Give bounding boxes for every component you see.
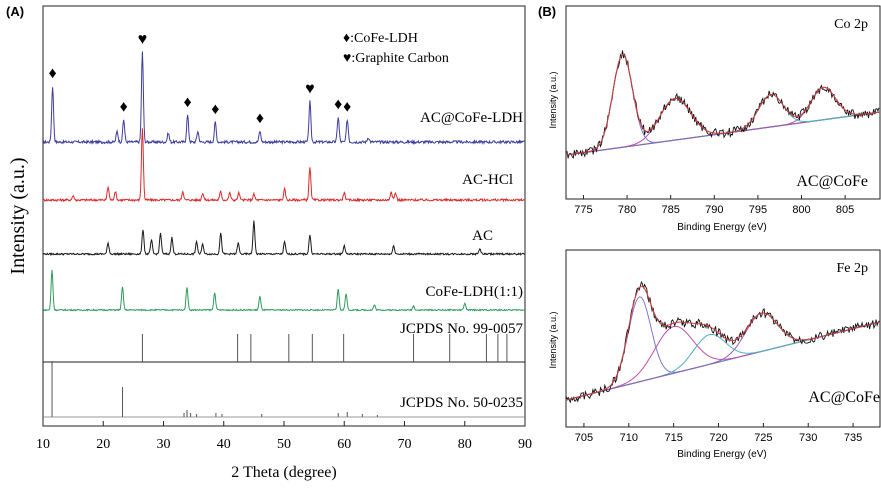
xps-raw-0: [565, 50, 880, 159]
fe-2p-sample-label: AC@CoFe: [808, 389, 880, 406]
co-2p-sample-label: AC@CoFe: [796, 173, 868, 190]
diamond-marker-icon-3: ♦: [184, 94, 192, 111]
x-tick-label-20: 20: [96, 437, 110, 452]
fe-2p-frame: [565, 249, 881, 428]
x-tick-label-90: 90: [518, 437, 532, 452]
legend-entry-cofe-ldh: ♦:CoFe-LDH: [343, 31, 418, 46]
diamond-marker-icon: ♦: [343, 31, 350, 46]
xps-component-0-0: [565, 54, 879, 156]
x-tick-label-80: 80: [458, 437, 472, 452]
panel-b: (B) 775 780 785 790 795 800 805 Co 2p AC@CoFe …: [538, 4, 881, 460]
xps-tick-label-0-785: 785: [661, 204, 679, 216]
legend-entry-graphite-carbon: ♥:Graphite Carbon: [343, 51, 449, 66]
reference-label-99-0057: JCPDS No. 99-0057: [400, 321, 523, 337]
xps-tick-label-1-705: 705: [575, 432, 593, 444]
panel-a-references: [43, 334, 525, 418]
fe-2p-y-axis-label: Intensity (a.u.): [548, 311, 558, 368]
diamond-marker-icon-0: ♦: [49, 65, 57, 82]
panel-a-markers: ♦♦♥♦ ♦♦♥♦ ♦: [49, 31, 352, 127]
diamond-marker-icon-4: ♦: [211, 101, 219, 118]
xps-component-0-3: [565, 86, 879, 156]
xps-tick-label-1-735: 735: [844, 432, 862, 444]
x-tick-label-50: 50: [277, 437, 291, 452]
series-label-cofe-ldh: CoFe-LDH(1:1): [426, 284, 524, 300]
legend-text-graphite-carbon: :Graphite Carbon: [351, 51, 449, 66]
xps-tick-label-0-790: 790: [705, 204, 723, 216]
diamond-marker-icon-7: ♦: [334, 96, 342, 113]
xps-tick-label-1-730: 730: [799, 432, 817, 444]
series-label-ac-cofe-ldh: AC@CoFe-LDH: [420, 110, 523, 126]
x-tick-label-30: 30: [157, 437, 171, 452]
co-2p-x-axis-label: Binding Energy (eV): [677, 222, 767, 233]
heart-marker-icon-2: ♥: [138, 31, 148, 48]
series-label-ac-hcl: AC-HCl: [462, 172, 513, 188]
x-tick-label-70: 70: [398, 437, 412, 452]
x-tick-label-10: 10: [36, 437, 50, 452]
xps-tick-label-0-805: 805: [836, 204, 854, 216]
diamond-marker-icon-5: ♦: [256, 110, 264, 127]
xps-tick-label-1-715: 715: [664, 432, 682, 444]
panel-a-label: (A): [6, 4, 24, 19]
series-label-ac: AC: [472, 228, 493, 244]
panel-b-label: (B): [538, 4, 556, 19]
series-line-3: [42, 269, 526, 312]
co-2p-x-ticks: 775 780 785 790 795 800 805: [574, 195, 854, 216]
xps-component-0-2: [565, 93, 879, 156]
xps-tick-label-0-795: 795: [749, 204, 767, 216]
series-line-1: [42, 128, 526, 203]
heart-marker-icon-6: ♥: [305, 81, 315, 98]
panel-a-x-ticks: 10 20 30 40 50 60 70 80 90: [36, 421, 532, 452]
legend-text-cofe-ldh: :CoFe-LDH: [350, 31, 418, 46]
series-line-2: [42, 220, 526, 257]
x-tick-label-60: 60: [337, 437, 351, 452]
fe-2p-curves: [565, 280, 881, 404]
xps-component-1-3: [565, 312, 879, 401]
co-2p-y-axis-label: Intensity (a.u.): [548, 71, 558, 128]
xps-tick-label-1-710: 710: [620, 432, 638, 444]
xps-tick-label-0-775: 775: [574, 204, 592, 216]
fe-2p-title: Fe 2p: [837, 261, 869, 276]
co-2p-title: Co 2p: [834, 17, 868, 32]
xps-tick-label-0-800: 800: [792, 204, 810, 216]
xps-tick-label-1-720: 720: [709, 432, 727, 444]
series-line-0: [43, 51, 526, 146]
diamond-marker-icon-1: ♦: [120, 99, 128, 116]
panel-a-reference-frame: [42, 361, 526, 427]
panel-a: (A) ♦♦♥♦ ♦♦♥♦ ♦ 10 20 30 40 50 60 70 80 90 ♦:CoFe-…: [6, 4, 532, 481]
co-2p-curves: [565, 50, 881, 159]
xps-tick-label-1-725: 725: [754, 432, 772, 444]
xps-envelope-0: [565, 53, 880, 156]
panel-a-series: [42, 51, 526, 312]
xps-component-1-0: [565, 296, 879, 401]
x-tick-label-40: 40: [217, 437, 231, 452]
xps-raw-1: [565, 280, 880, 404]
fe-2p-x-axis-label: Binding Energy (eV): [677, 449, 767, 460]
co-2p-frame: [565, 5, 881, 200]
fe-2p-x-ticks: 705 710 715 720 725 730 735: [575, 423, 862, 444]
xps-component-0-1: [565, 97, 879, 156]
xps-tick-label-0-780: 780: [618, 204, 636, 216]
xps-envelope-1: [565, 285, 880, 401]
diamond-marker-icon-8: ♦: [343, 99, 351, 116]
reference-label-50-0235: JCPDS No. 50-0235: [400, 395, 523, 411]
panel-a-y-axis-label: Intensity (a.u.): [7, 157, 29, 274]
panel-a-frame: [42, 5, 526, 363]
panel-a-x-axis-label: 2 Theta (degree): [231, 464, 336, 481]
panel-a-legend: ♦:CoFe-LDH ♥:Graphite Carbon: [343, 31, 449, 66]
heart-marker-icon: ♥: [343, 51, 351, 66]
co-2p-plot: 775 780 785 790 795 800 805 Co 2p AC@CoFe Bind…: [548, 5, 881, 233]
fe-2p-plot: 705 710 715 720 725 730 735 Fe 2p AC@CoFe Bind…: [548, 249, 881, 460]
